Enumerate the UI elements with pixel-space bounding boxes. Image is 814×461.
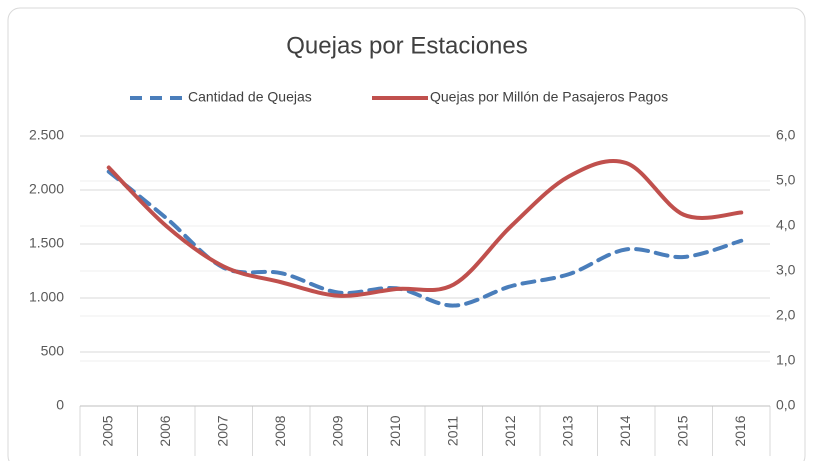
y2-tick-label: 5,0: [776, 172, 796, 188]
series-line: [106, 158, 744, 298]
y2-tick-label: 4,0: [776, 217, 796, 233]
x-tick-label: 2006: [157, 415, 173, 446]
y2-tick-label: 6,0: [776, 127, 796, 143]
chart-title: Quejas por Estaciones: [286, 32, 527, 59]
y-tick-label: 2.000: [29, 181, 64, 197]
y2-tick-label: 1,0: [776, 352, 796, 368]
y2-tick-label: 3,0: [776, 262, 796, 278]
y-tick-label: 1.000: [29, 289, 64, 305]
x-tick-label: 2007: [214, 415, 230, 446]
x-tick-label: 2011: [444, 416, 460, 446]
y2-tick-label: 0,0: [776, 397, 796, 413]
legend-label: Quejas por Millón de Pasajeros Pagos: [430, 89, 668, 105]
x-tick-label: 2009: [329, 415, 345, 446]
chart-border: [7, 7, 806, 461]
x-tick-label: 2005: [99, 415, 115, 446]
x-tick-label: 2010: [387, 415, 403, 446]
x-tick-label: 2013: [559, 415, 575, 446]
x-tick-label: 2015: [674, 415, 690, 446]
x-tick-label: 2012: [502, 415, 518, 446]
legend-label: Cantidad de Quejas: [188, 89, 312, 105]
x-tick-label: 2008: [272, 415, 288, 446]
y-tick-label: 1.500: [29, 235, 64, 251]
y-tick-label: 500: [41, 343, 65, 359]
x-tick-label: 2014: [617, 415, 633, 446]
x-tick-label: 2016: [732, 415, 748, 446]
y-tick-label: 0: [56, 397, 64, 413]
y-tick-label: 2.500: [29, 127, 64, 143]
y2-tick-label: 2,0: [776, 307, 796, 323]
